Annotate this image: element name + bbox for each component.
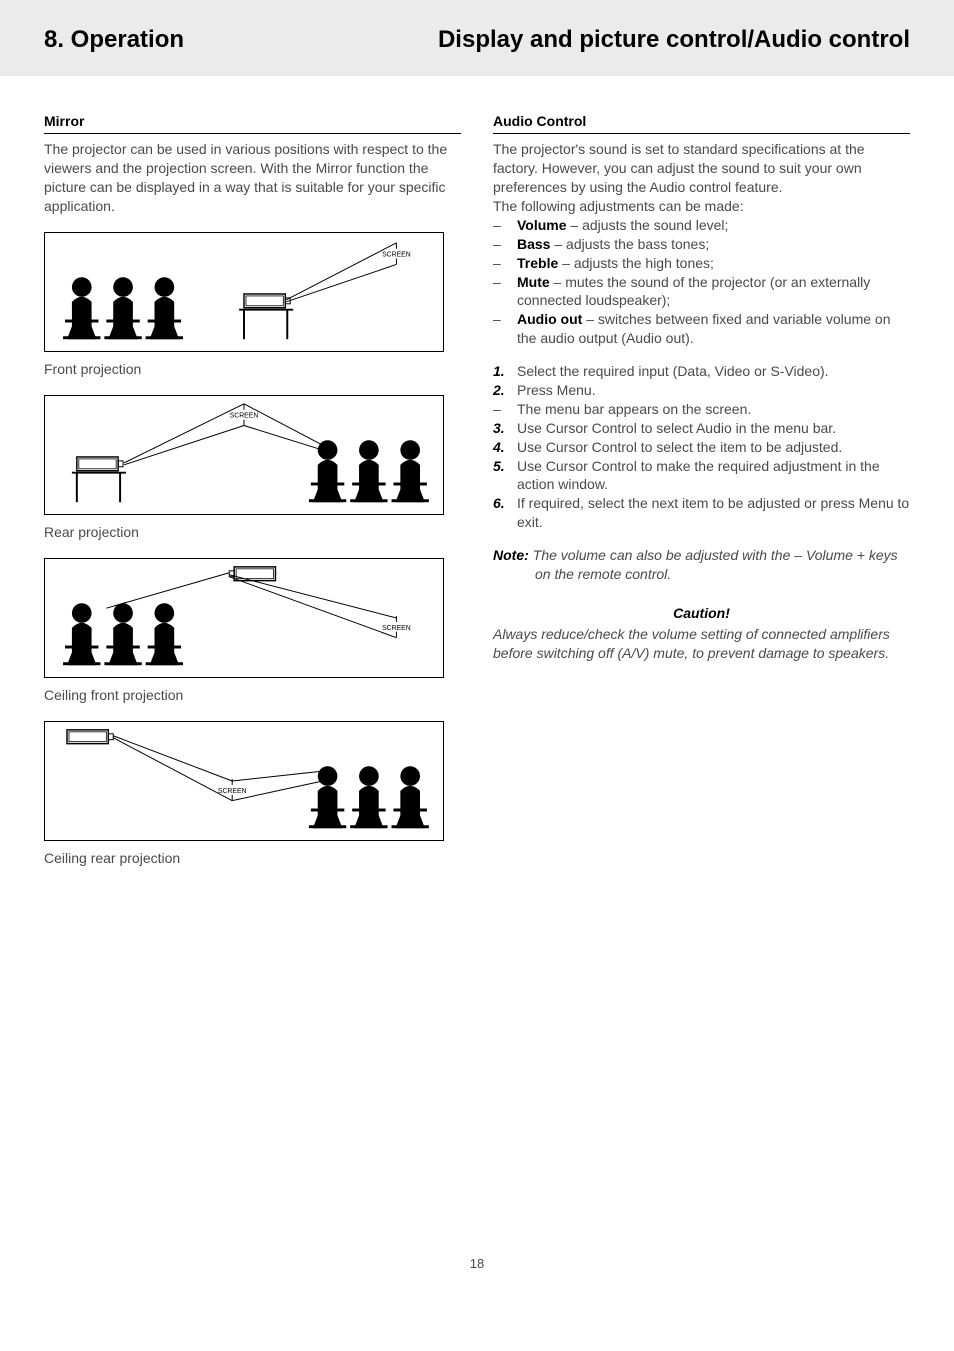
bullet-dash: – xyxy=(493,254,517,273)
diagram-front-projection: SCREEN xyxy=(44,232,444,352)
caption-rear: Rear projection xyxy=(44,523,461,542)
bullet-item: –Bass – adjusts the bass tones; xyxy=(493,235,910,254)
mirror-title: Mirror xyxy=(44,112,461,134)
bullet-item: –Volume – adjusts the sound level; xyxy=(493,216,910,235)
bullet-text: Volume – adjusts the sound level; xyxy=(517,216,910,235)
note-line2: on the remote control. xyxy=(535,565,910,584)
step-item: 6.If required, select the next item to b… xyxy=(493,494,910,532)
bullet-text: Bass – adjusts the bass tones; xyxy=(517,235,910,254)
step-marker: 1. xyxy=(493,362,517,381)
step-item: 2.Press Menu. xyxy=(493,381,910,400)
header-left: 8. Operation xyxy=(44,24,184,56)
screen-label: SCREEN xyxy=(382,251,411,258)
step-text: Use Cursor Control to select Audio in th… xyxy=(517,419,910,438)
step-item: 1.Select the required input (Data, Video… xyxy=(493,362,910,381)
screen-label: SCREEN xyxy=(230,412,259,419)
bullet-item: –Mute – mutes the sound of the projector… xyxy=(493,273,910,311)
step-marker: 4. xyxy=(493,438,517,457)
viewer-icon xyxy=(63,277,100,339)
caption-front: Front projection xyxy=(44,360,461,379)
step-text: If required, select the next item to be … xyxy=(517,494,910,532)
caption-ceiling-front: Ceiling front projection xyxy=(44,686,461,705)
diagram-ceiling-rear: SCREEN xyxy=(44,721,444,841)
bullet-text: Treble – adjusts the high tones; xyxy=(517,254,910,273)
audio-intro1: The projector's sound is set to standard… xyxy=(493,140,910,197)
step-marker: 3. xyxy=(493,419,517,438)
bullet-dash: – xyxy=(493,310,517,348)
note-label: Note: xyxy=(493,546,529,565)
page-number: 18 xyxy=(0,1255,954,1293)
viewer-icon xyxy=(146,277,183,339)
bullet-item: –Treble – adjusts the high tones; xyxy=(493,254,910,273)
page-header: 8. Operation Display and picture control… xyxy=(0,0,954,76)
step-marker: – xyxy=(493,400,517,419)
step-marker: 6. xyxy=(493,494,517,532)
audio-intro2: The following adjustments can be made: xyxy=(493,197,910,216)
right-column: Audio Control The projector's sound is s… xyxy=(493,112,910,875)
audio-note: Note: The volume can also be adjusted wi… xyxy=(493,546,910,565)
bullet-text: Mute – mutes the sound of the projector … xyxy=(517,273,910,311)
step-item: –The menu bar appears on the screen. xyxy=(493,400,910,419)
bullet-dash: – xyxy=(493,216,517,235)
mirror-body: The projector can be used in various pos… xyxy=(44,140,461,216)
step-text: Select the required input (Data, Video o… xyxy=(517,362,910,381)
audio-steps: 1.Select the required input (Data, Video… xyxy=(493,362,910,532)
bullet-item: –Audio out – switches between fixed and … xyxy=(493,310,910,348)
step-text: Use Cursor Control to select the item to… xyxy=(517,438,910,457)
screen-label: SCREEN xyxy=(382,624,411,631)
step-item: 3.Use Cursor Control to select Audio in … xyxy=(493,419,910,438)
screen-label: SCREEN xyxy=(218,787,247,794)
bullet-dash: – xyxy=(493,235,517,254)
bullet-dash: – xyxy=(493,273,517,311)
header-right: Display and picture control/Audio contro… xyxy=(438,24,910,56)
step-marker: 2. xyxy=(493,381,517,400)
viewer-icon xyxy=(104,277,141,339)
step-marker: 5. xyxy=(493,457,517,495)
step-text: Use Cursor Control to make the required … xyxy=(517,457,910,495)
step-item: 4.Use Cursor Control to select the item … xyxy=(493,438,910,457)
caution-title: Caution! xyxy=(493,604,910,623)
caution-text: Always reduce/check the volume setting o… xyxy=(493,625,910,663)
step-text: Press Menu. xyxy=(517,381,910,400)
step-text: The menu bar appears on the screen. xyxy=(517,400,910,419)
bullet-text: Audio out – switches between fixed and v… xyxy=(517,310,910,348)
diagram-rear-projection: SCREEN xyxy=(44,395,444,515)
caption-ceiling-rear: Ceiling rear projection xyxy=(44,849,461,868)
left-column: Mirror The projector can be used in vari… xyxy=(44,112,461,875)
step-item: 5.Use Cursor Control to make the require… xyxy=(493,457,910,495)
content-area: Mirror The projector can be used in vari… xyxy=(0,76,954,895)
audio-title: Audio Control xyxy=(493,112,910,134)
note-line1: The volume can also be adjusted with the… xyxy=(533,546,898,565)
diagram-ceiling-front: SCREEN xyxy=(44,558,444,678)
audio-bullets: –Volume – adjusts the sound level;–Bass … xyxy=(493,216,910,348)
